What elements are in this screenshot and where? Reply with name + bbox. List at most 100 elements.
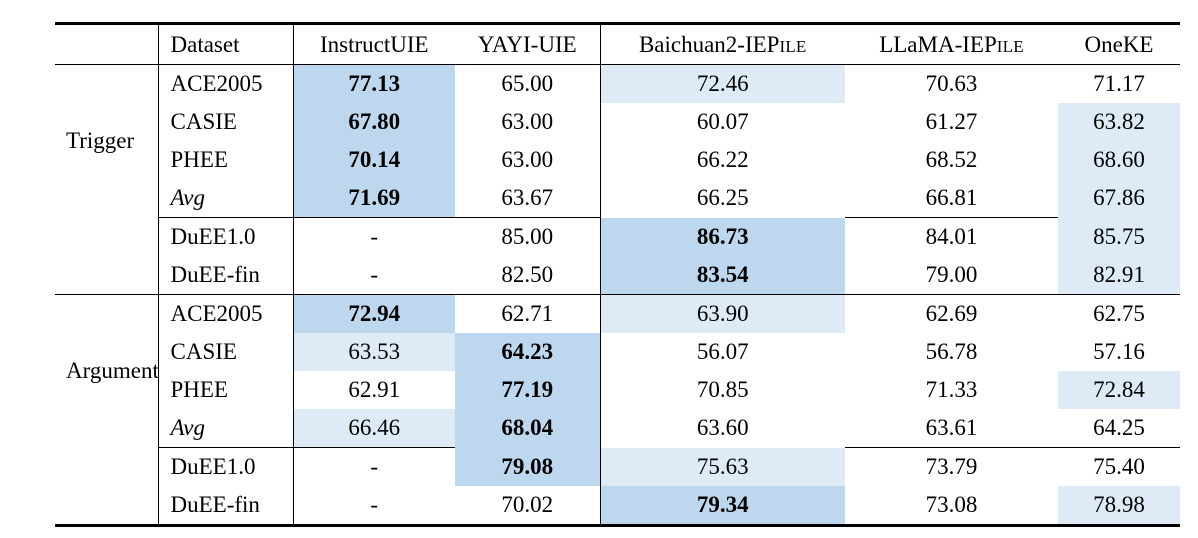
score-cell: 64.25 <box>1093 415 1145 440</box>
score-cell: 82.91 <box>1058 256 1180 295</box>
table-row: Avg 66.46 68.04 63.60 63.61 64.25 <box>55 409 1180 448</box>
score-cell: 75.40 <box>1058 447 1180 486</box>
score-cell: 72.94 <box>292 294 455 333</box>
score-cell: 62.75 <box>1058 294 1180 333</box>
score-cell: - <box>292 217 455 256</box>
score-cell: 68.60 <box>1058 141 1180 179</box>
score-cell: 70.02 <box>501 492 554 517</box>
model-name: InstructUIE <box>319 31 429 57</box>
dataset-cell: ACE2005 <box>157 294 293 333</box>
score-cell: 84.01 <box>845 217 1058 256</box>
score-cell: 63.53 <box>292 333 455 371</box>
score-cell: 73.08 <box>925 492 978 517</box>
score-cell: 75.63 <box>599 447 845 486</box>
score-cell: 77.13 <box>292 64 455 103</box>
dataset-cell: CASIE <box>157 333 293 371</box>
model-name-smallcaps: ILE <box>996 36 1024 56</box>
score-cell: 66.25 <box>599 179 845 218</box>
score-cell: 67.80 <box>292 103 455 141</box>
model-name: YAYI-UIE <box>477 31 577 57</box>
table-row: DuEE1.0-79.08 75.63 73.79 75.40 <box>55 447 1180 486</box>
score-cell: 71.69 <box>292 179 455 218</box>
score-cell: 63.00 <box>501 109 554 134</box>
score-cell: 72.84 <box>1058 371 1180 409</box>
score-cell: 66.22 <box>599 141 845 179</box>
score-cell: 71.33 <box>925 377 978 402</box>
score-cell: 68.52 <box>925 147 978 172</box>
table-row: CASIE 63.53 64.23 56.07 56.78 57.16 <box>55 333 1180 371</box>
score-cell: 65.00 <box>501 71 554 96</box>
table-row: DuEE1.0-85.00 86.73 84.01 85.75 <box>55 217 1180 256</box>
dataset-cell: ACE2005 <box>157 64 293 103</box>
score-cell: 57.16 <box>1093 339 1145 364</box>
score-cell: 63.00 <box>501 147 554 172</box>
score-cell: 63.61 <box>925 415 978 440</box>
score-cell: 66.81 <box>925 185 978 210</box>
model-name: OneKE <box>1084 31 1154 57</box>
score-cell: 61.27 <box>925 109 978 134</box>
column-header-instructuie: InstructUIE <box>292 23 455 65</box>
score-cell: 63.67 <box>501 185 554 210</box>
column-header-llama-iepile: LLaMA-IEPILE <box>845 23 1058 65</box>
model-name: LLaMA-IEP <box>879 31 997 57</box>
score-cell: 67.86 <box>1058 179 1180 218</box>
section-label: Trigger <box>55 65 158 295</box>
section-label-text: Argument <box>66 358 159 383</box>
table-row: PHEE 62.91 77.19 70.85 71.33 72.84 <box>55 371 1180 409</box>
score-cell: 83.54 <box>599 256 845 295</box>
score-cell: 82.50 <box>501 262 554 287</box>
column-header-baichuan2-iepile: Baichuan2-IEPILE <box>599 23 845 65</box>
model-name: Baichuan2-IEP <box>638 31 780 57</box>
table-row: CASIE 67.80 63.00 60.07 61.27 63.82 <box>55 103 1180 141</box>
dataset-cell: Avg <box>157 179 293 218</box>
section-column-header <box>55 23 158 65</box>
score-cell: 64.23 <box>455 333 600 371</box>
score-cell: 86.73 <box>599 217 845 256</box>
table-row: DuEE-fin - 70.02 79.34 73.08 78.98 <box>55 486 1180 526</box>
score-cell: 70.63 <box>925 71 978 96</box>
score-cell: 73.79 <box>845 447 1058 486</box>
score-cell: 62.71 <box>455 294 600 333</box>
score-cell: - <box>292 256 455 295</box>
score-cell: 70.85 <box>599 371 845 409</box>
score-cell: - <box>292 486 455 526</box>
section-label-text: Trigger <box>66 128 135 153</box>
score-cell: 79.00 <box>925 262 978 287</box>
table-row: Trigger ACE2005 77.13 65.00 72.46 70.63 71.17 <box>55 64 1180 153</box>
score-cell: 70.14 <box>292 141 455 179</box>
header-row: Dataset InstructUIE YAYI-UIE Baichuan2-I… <box>55 23 1180 65</box>
section-label: Argument <box>55 294 159 526</box>
score-cell: 85.00 <box>455 217 600 256</box>
column-header-yayi-uie: YAYI-UIE <box>455 23 600 65</box>
score-cell: 62.69 <box>845 294 1058 333</box>
score-cell: 62.91 <box>292 371 455 409</box>
table-row: DuEE-fin - 82.50 83.54 79.00 82.91 <box>55 256 1180 295</box>
score-cell: 66.46 <box>292 409 455 448</box>
score-cell: 85.75 <box>1058 217 1180 256</box>
score-cell: 68.04 <box>455 409 600 448</box>
score-cell: 63.82 <box>1058 103 1180 141</box>
dataset-cell: CASIE <box>157 103 293 141</box>
dataset-cell: DuEE1.0 <box>157 217 293 256</box>
score-cell: 77.19 <box>455 371 600 409</box>
score-cell: 60.07 <box>599 103 845 141</box>
score-cell: 56.07 <box>599 333 845 371</box>
table-row: Argument ACE2005 72.94 62.71 63.90 62.69 62.75 <box>55 294 1180 526</box>
score-cell: 72.46 <box>599 64 845 103</box>
dataset-cell: Avg <box>157 409 293 448</box>
dataset-cell: DuEE-fin <box>157 486 293 526</box>
score-cell: - <box>292 447 455 486</box>
dataset-cell: DuEE1.0 <box>157 447 293 486</box>
model-name-smallcaps: ILE <box>779 36 807 56</box>
dataset-cell: PHEE <box>157 141 293 179</box>
score-cell: 63.90 <box>599 294 845 333</box>
table-row: PHEE 70.14 63.00 66.22 68.52 68.60 <box>55 141 1180 179</box>
dataset-column-header: Dataset <box>157 23 293 65</box>
score-cell: 63.60 <box>599 409 845 448</box>
score-cell: 79.34 <box>599 486 845 526</box>
score-cell: 56.78 <box>925 339 978 364</box>
event-extraction-results-table: Dataset InstructUIE YAYI-UIE Baichuan2-I… <box>55 22 1180 527</box>
score-cell: 78.98 <box>1058 486 1180 526</box>
column-header-oneke: OneKE <box>1058 23 1180 65</box>
